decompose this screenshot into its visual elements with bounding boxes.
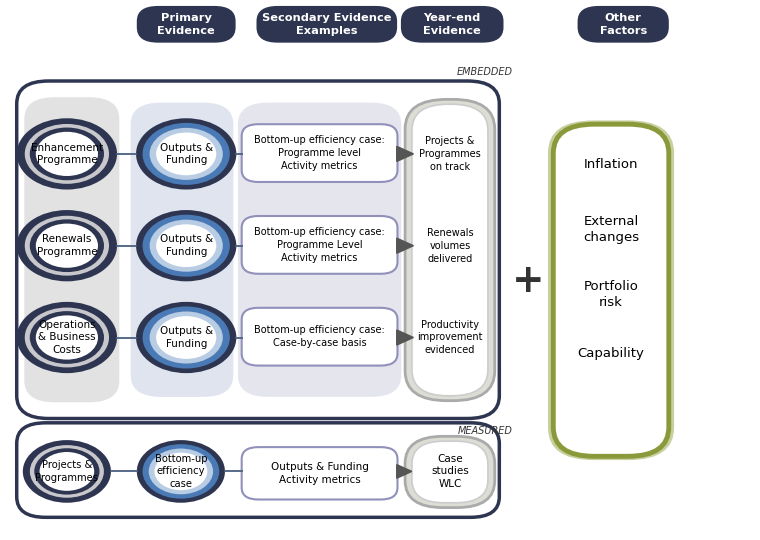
FancyBboxPatch shape [238,103,401,397]
FancyBboxPatch shape [412,104,488,396]
FancyBboxPatch shape [401,6,503,43]
FancyBboxPatch shape [405,436,495,508]
Circle shape [150,128,223,180]
Text: External
changes: External changes [583,215,639,244]
Circle shape [25,216,109,275]
Circle shape [156,224,217,267]
Text: Outputs &
Funding: Outputs & Funding [160,234,213,257]
Circle shape [23,440,111,503]
Text: Bottom-up efficiency case:
Programme Level
Activity metrics: Bottom-up efficiency case: Programme Lev… [254,227,385,263]
Text: Outputs &
Funding: Outputs & Funding [160,326,213,349]
Text: Capability: Capability [578,347,644,360]
Circle shape [36,132,98,176]
Polygon shape [397,464,412,478]
Circle shape [150,220,223,272]
FancyBboxPatch shape [242,308,397,366]
Polygon shape [397,146,413,161]
Text: Portfolio
risk: Portfolio risk [584,280,638,309]
Circle shape [30,445,104,498]
FancyBboxPatch shape [24,97,119,402]
Circle shape [36,224,98,268]
FancyBboxPatch shape [256,6,397,43]
Polygon shape [397,238,413,253]
Text: Enhancement
Programme: Enhancement Programme [31,143,103,165]
FancyBboxPatch shape [242,447,397,500]
Circle shape [156,132,217,176]
Text: Bottom-up
efficiency
case: Bottom-up efficiency case [154,454,207,489]
Circle shape [154,453,207,490]
Circle shape [30,219,104,272]
Circle shape [150,312,223,363]
FancyBboxPatch shape [131,103,233,397]
Circle shape [156,316,217,359]
Text: Secondary Evidence
Examples: Secondary Evidence Examples [262,13,391,36]
Circle shape [143,215,230,276]
Text: MEASURED: MEASURED [458,426,512,436]
Text: Case
studies
WLC: Case studies WLC [431,454,469,489]
Circle shape [143,123,230,185]
Text: Bottom-up efficiency case:
Programme level
Activity metrics: Bottom-up efficiency case: Programme lev… [254,135,385,171]
FancyBboxPatch shape [578,6,669,43]
Polygon shape [397,330,413,345]
Circle shape [30,311,104,364]
Text: Operations
& Business
Costs: Operations & Business Costs [38,320,96,355]
FancyBboxPatch shape [553,124,669,456]
Circle shape [17,210,117,281]
Circle shape [137,440,225,503]
Circle shape [17,118,117,190]
FancyBboxPatch shape [242,216,397,274]
Text: Other
Factors: Other Factors [600,13,647,36]
FancyBboxPatch shape [405,103,492,397]
Text: Primary
Evidence: Primary Evidence [157,13,215,36]
Circle shape [25,124,109,184]
Circle shape [34,448,100,495]
FancyBboxPatch shape [242,124,397,182]
Circle shape [17,302,117,373]
Text: Outputs & Funding
Activity metrics: Outputs & Funding Activity metrics [271,462,369,485]
Text: Inflation: Inflation [584,158,638,171]
Circle shape [136,210,236,281]
Circle shape [143,307,230,368]
FancyBboxPatch shape [405,99,495,401]
Text: Projects &
Programmes: Projects & Programmes [36,460,98,483]
Circle shape [143,444,219,498]
Text: Outputs &
Funding: Outputs & Funding [160,143,213,165]
Circle shape [36,315,98,360]
Text: EMBEDDED: EMBEDDED [457,66,513,77]
FancyBboxPatch shape [412,441,488,503]
Text: Renewals
Programme: Renewals Programme [36,234,97,257]
Text: Bottom-up efficiency case:
Case-by-case basis: Bottom-up efficiency case: Case-by-case … [254,325,385,348]
Text: Renewals
volumes
delivered: Renewals volumes delivered [426,228,473,264]
Circle shape [40,452,94,491]
Circle shape [149,449,213,494]
Circle shape [136,118,236,190]
Text: +: + [512,262,544,300]
FancyBboxPatch shape [137,6,236,43]
Text: Year-end
Evidence: Year-end Evidence [423,13,481,36]
Text: Productivity
improvement
evidenced: Productivity improvement evidenced [417,320,483,355]
Circle shape [25,308,109,367]
Circle shape [136,302,236,373]
FancyBboxPatch shape [548,120,674,460]
Circle shape [30,127,104,180]
Text: Projects &
Programmes
on track: Projects & Programmes on track [419,136,481,172]
